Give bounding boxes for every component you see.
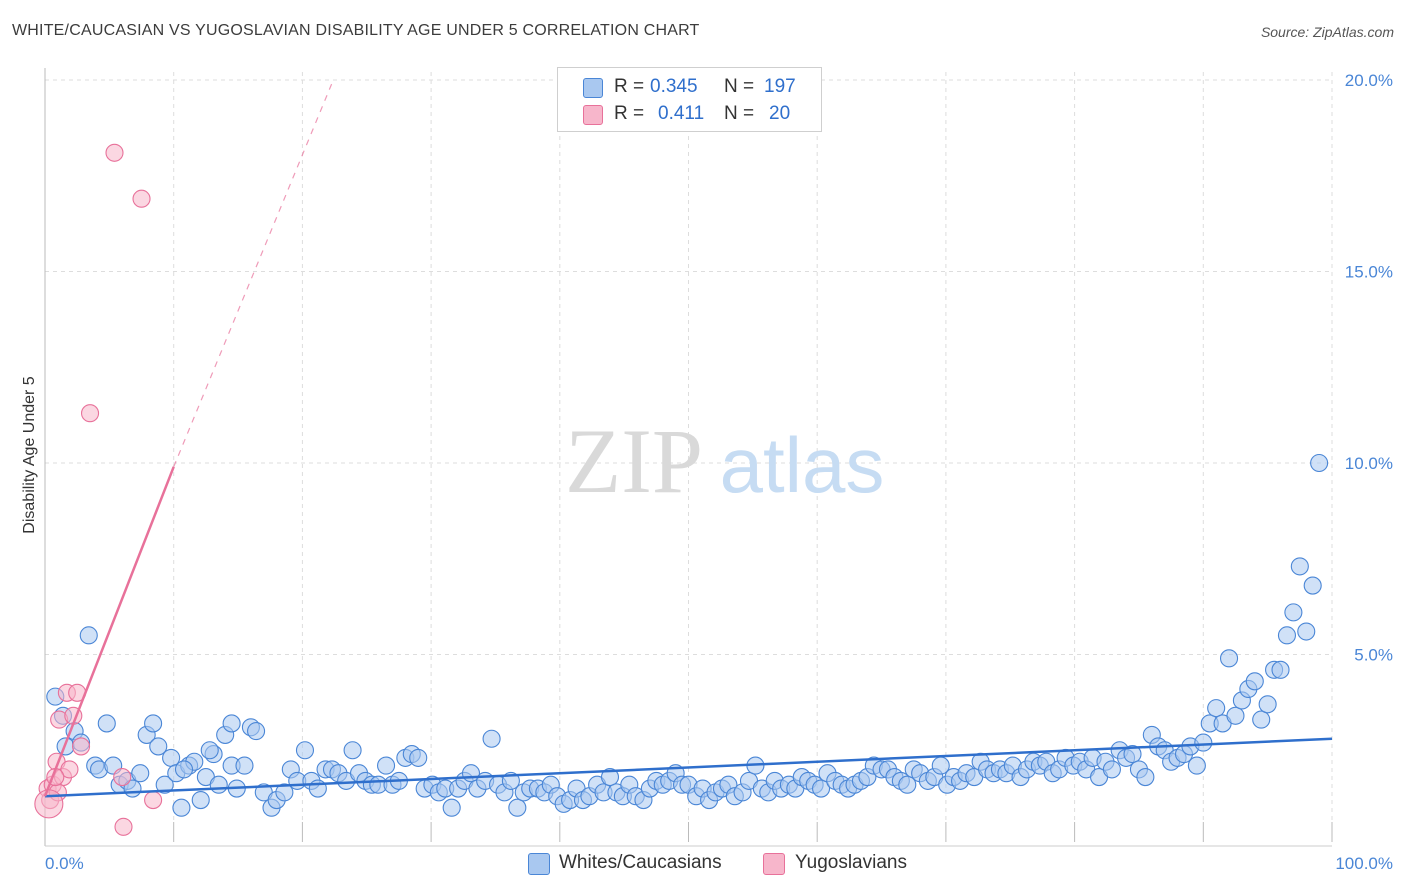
point-whites (174, 760, 194, 779)
point-whites (898, 775, 917, 794)
point-whites (172, 798, 191, 817)
point-whites (247, 722, 266, 741)
watermark-zip: ZIP (565, 410, 703, 512)
point-whites (155, 775, 174, 794)
bottom-legend-whites: Whites/Caucasians (559, 852, 722, 873)
bottom-legend-swatch-pink (763, 853, 785, 875)
legend-r-label: R = (614, 103, 645, 124)
point-whites (209, 775, 228, 794)
point-whites (1219, 649, 1239, 668)
y-tick-label: 15.0% (1345, 263, 1393, 282)
x-tick-label: 100.0% (1335, 854, 1393, 873)
point-whites (131, 764, 150, 783)
bottom-legend-swatch-blue (528, 853, 550, 875)
point-yugoslavians (114, 817, 133, 836)
source-label: Source: ZipAtlas.com (1260, 24, 1394, 40)
point-yugoslavians (80, 404, 100, 423)
point-yugoslavians (105, 143, 124, 162)
point-whites (1258, 695, 1277, 714)
watermark-atlas: atlas (720, 421, 885, 509)
legend-n-label: N = (724, 76, 755, 97)
point-whites (1207, 699, 1226, 718)
legend-r-value: 0.345 (650, 76, 698, 97)
point-whites (1310, 453, 1329, 473)
y-tick-label: 10.0% (1345, 454, 1393, 473)
point-whites (508, 798, 527, 817)
point-whites (442, 798, 461, 817)
legend-r-label: R = (614, 76, 645, 97)
point-whites (1194, 733, 1213, 752)
trend-line-whites (44, 737, 1333, 798)
point-whites (97, 714, 116, 733)
y-tick-label: 20.0% (1345, 71, 1393, 90)
point-whites (482, 729, 501, 748)
point-whites (343, 741, 362, 760)
point-whites (812, 779, 831, 798)
point-whites (1297, 622, 1316, 641)
point-whites (377, 756, 396, 775)
legend-r-value: 0.411 (658, 103, 705, 124)
point-whites (1136, 768, 1155, 787)
point-whites (1245, 672, 1264, 691)
legend-row-yugoslavians: R = 0.411 N = 20 (558, 102, 821, 126)
stats-legend: R = 0.345 N = 197 R = 0.411 N = 20 (557, 67, 822, 132)
point-whites (144, 714, 163, 733)
point-whites (1303, 576, 1322, 595)
legend-n-value: 197 (764, 76, 796, 97)
point-whites (1123, 745, 1142, 764)
point-whites (1102, 760, 1121, 779)
point-whites (1290, 557, 1309, 576)
point-whites (1226, 706, 1245, 725)
trend-lines (43, 79, 1333, 798)
legend-swatch-pink (583, 105, 603, 125)
legend-n-label: N = (724, 103, 755, 124)
legend-row-whites: R = 0.345 N = 197 (558, 75, 821, 99)
point-whites (1271, 660, 1290, 679)
point-whites (275, 783, 294, 802)
x-tick-labels: 0.0% 100.0% (45, 854, 1393, 873)
point-whites (409, 748, 428, 767)
point-yugoslavians (71, 737, 91, 756)
legend-swatch-blue (583, 78, 603, 98)
y-tick-labels: 5.0% 10.0% 15.0% 20.0% (1345, 71, 1393, 665)
point-whites (191, 790, 210, 810)
y-tick-label: 5.0% (1354, 646, 1393, 665)
point-yugoslavians (34, 789, 64, 819)
point-whites (200, 741, 219, 760)
point-whites (1277, 626, 1297, 645)
point-yugoslavians (113, 768, 132, 787)
bottom-legend-yugoslavians: Yugoslavians (795, 852, 907, 873)
y-axis-label: Disability Age Under 5 (21, 376, 38, 534)
point-yugoslavians (60, 760, 79, 779)
point-whites (235, 756, 254, 775)
trend-extension-yugoslavians (173, 79, 334, 468)
point-whites (222, 714, 241, 733)
point-whites (1284, 603, 1303, 622)
point-yugoslavians (144, 790, 163, 810)
point-whites (600, 768, 620, 787)
point-whites (79, 626, 98, 645)
legend-n-value: 20 (769, 103, 791, 124)
trend-line-yugoslavians (43, 466, 175, 797)
watermark: ZIP atlas (565, 410, 884, 512)
chart-title: WHITE/CAUCASIAN VS YUGOSLAVIAN DISABILIT… (12, 22, 700, 39)
point-whites (295, 741, 315, 760)
point-yugoslavians (132, 189, 151, 208)
x-tick-label: 0.0% (45, 854, 84, 873)
point-whites (149, 737, 168, 756)
point-whites (1252, 710, 1271, 729)
point-whites (1187, 756, 1206, 775)
